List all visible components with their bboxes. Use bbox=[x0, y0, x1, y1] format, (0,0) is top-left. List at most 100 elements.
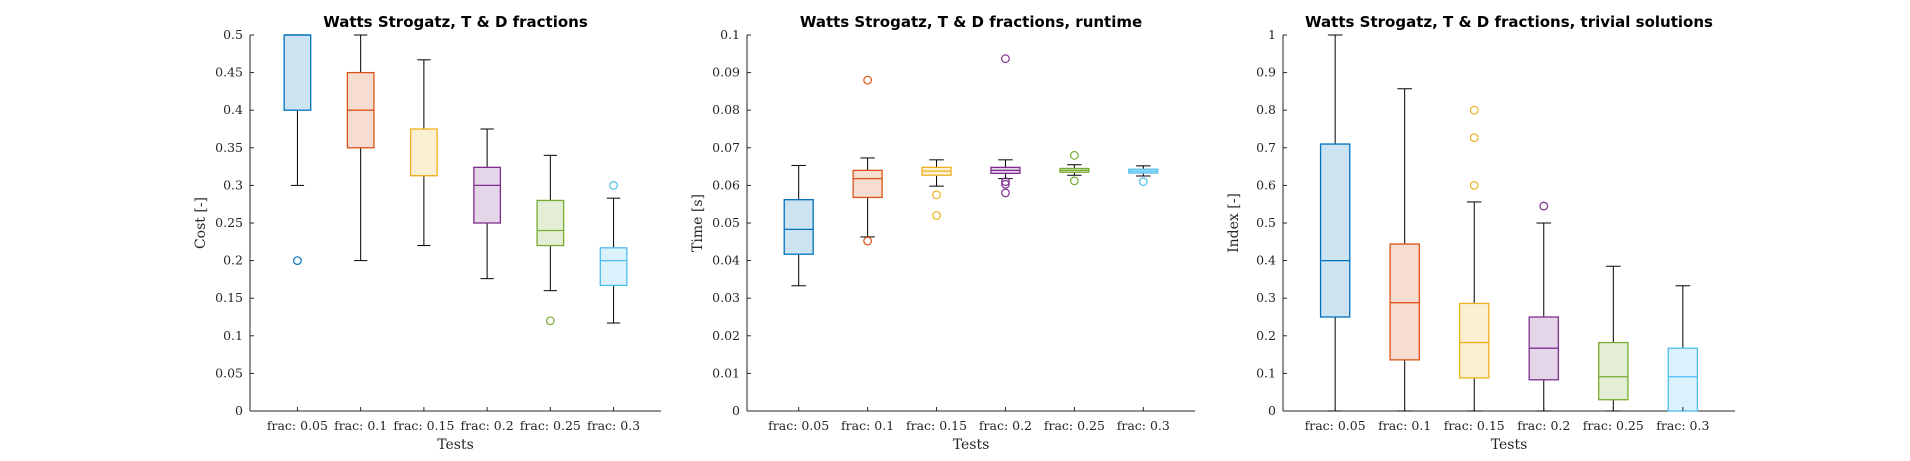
x-axis-label: Tests bbox=[953, 437, 990, 453]
y-tick-label: 0.5 bbox=[223, 27, 243, 42]
y-tick-label: 0.06 bbox=[712, 177, 740, 192]
box-2 bbox=[1458, 105, 1490, 412]
x-tick-label: frac: 0.3 bbox=[587, 418, 640, 433]
y-tick-label: 0.3 bbox=[1256, 290, 1276, 305]
y-tick-label: 0.15 bbox=[215, 290, 243, 305]
outlier-point bbox=[1469, 105, 1479, 115]
box-4 bbox=[536, 154, 565, 326]
box-0 bbox=[1319, 34, 1351, 412]
y-tick-label: 0.02 bbox=[712, 328, 740, 343]
outlier-point bbox=[1469, 133, 1479, 143]
outlier-point bbox=[1001, 188, 1010, 198]
iqr-box bbox=[283, 34, 312, 111]
y-tick-label: 0.25 bbox=[215, 215, 243, 230]
y-tick-label: 1 bbox=[1268, 27, 1276, 42]
y-tick-label: 0.04 bbox=[712, 253, 740, 268]
x-tick-label: frac: 0.25 bbox=[1044, 418, 1105, 433]
iqr-box bbox=[1458, 302, 1490, 379]
x-axis-label: Tests bbox=[1491, 437, 1528, 453]
x-axis-label: Tests bbox=[437, 437, 474, 453]
outlier-point bbox=[932, 190, 941, 200]
x-tick-label: frac: 0.3 bbox=[1117, 418, 1170, 433]
y-tick-label: 0.4 bbox=[223, 102, 243, 117]
outlier-point bbox=[293, 256, 302, 266]
x-tick-label: frac: 0.1 bbox=[334, 418, 387, 433]
iqr-box bbox=[1598, 341, 1629, 401]
iqr-box bbox=[852, 169, 883, 199]
trivial-solutions-boxplot-panel: 0 0.1 0.2 0.3 0.4 0.5 0.6 0.7 0.8 0.9 1 Watts Strog… bbox=[1226, 13, 1735, 453]
y-tick-label: 0 bbox=[732, 403, 740, 418]
box-5 bbox=[1128, 165, 1159, 187]
y-tick-label: 0.4 bbox=[1256, 253, 1276, 268]
iqr-box bbox=[473, 166, 502, 224]
x-tick-label: frac: 0.05 bbox=[768, 418, 829, 433]
iqr-box bbox=[1667, 347, 1699, 412]
outlier-point bbox=[1138, 177, 1148, 187]
chart-title: Watts Strogatz, T & D fractions, runtime bbox=[800, 13, 1142, 31]
outlier-point bbox=[1001, 54, 1010, 64]
outlier-point bbox=[609, 180, 618, 190]
outlier-point bbox=[1069, 150, 1079, 160]
iqr-box bbox=[1319, 143, 1351, 318]
y-tick-label: 0 bbox=[1268, 403, 1276, 418]
outlier-point bbox=[1539, 201, 1549, 211]
outlier-point bbox=[545, 316, 555, 326]
outlier-point bbox=[1001, 177, 1010, 187]
x-tick-label: frac: 0.05 bbox=[267, 418, 328, 433]
box-5 bbox=[1667, 285, 1699, 412]
x-tick-label: frac: 0.05 bbox=[1305, 418, 1366, 433]
outlier-point bbox=[863, 75, 873, 85]
chart-title: Watts Strogatz, T & D fractions, trivial… bbox=[1305, 13, 1713, 31]
x-tick-label: frac: 0.2 bbox=[461, 418, 514, 433]
x-tick-label: frac: 0.1 bbox=[1378, 418, 1431, 433]
y-tick-label: 0.5 bbox=[1256, 215, 1276, 230]
y-tick-label: 0.6 bbox=[1256, 177, 1276, 192]
x-tick-label: frac: 0.2 bbox=[1517, 418, 1570, 433]
y-tick-label: 0.08 bbox=[712, 102, 740, 117]
y-tick-label: 0.1 bbox=[720, 27, 740, 42]
box-1 bbox=[852, 75, 883, 246]
outlier-point bbox=[1469, 180, 1479, 190]
box-4 bbox=[1598, 265, 1629, 412]
iqr-box bbox=[783, 199, 814, 255]
x-tick-label: frac: 0.25 bbox=[1583, 418, 1644, 433]
y-tick-label: 0.1 bbox=[1256, 365, 1276, 380]
y-tick-label: 0.09 bbox=[712, 65, 740, 80]
x-tick-label: frac: 0.15 bbox=[393, 418, 454, 433]
y-tick-label: 0.01 bbox=[712, 365, 740, 380]
box-4 bbox=[1059, 150, 1090, 186]
y-tick-label: 0.05 bbox=[215, 365, 243, 380]
y-tick-label: 0.3 bbox=[223, 177, 243, 192]
box-1 bbox=[346, 34, 375, 262]
y-tick-label: 0.35 bbox=[215, 140, 243, 155]
y-tick-label: 0.07 bbox=[712, 140, 740, 155]
x-tick-label: frac: 0.2 bbox=[979, 418, 1032, 433]
y-tick-label: 0.1 bbox=[223, 328, 243, 343]
outlier-point bbox=[1001, 179, 1010, 189]
box-0 bbox=[283, 34, 312, 266]
iqr-box bbox=[1389, 243, 1420, 361]
y-tick-label: 0.2 bbox=[1256, 328, 1276, 343]
x-tick-label: frac: 0.1 bbox=[841, 418, 894, 433]
box-3 bbox=[473, 128, 502, 280]
y-axis-label: Cost [-] bbox=[193, 197, 209, 249]
y-tick-label: 0.7 bbox=[1256, 140, 1276, 155]
outlier-point bbox=[932, 211, 941, 220]
box-3 bbox=[990, 54, 1021, 198]
box-5 bbox=[599, 180, 628, 324]
cost-boxplot-panel: 0 0.05 0.1 0.15 0.2 0.25 0.3 0.35 0.4 0.45 0.5 Watt… bbox=[193, 13, 661, 453]
chart-title: Watts Strogatz, T & D fractions bbox=[323, 13, 588, 31]
y-tick-label: 0.05 bbox=[712, 215, 740, 230]
box-2 bbox=[409, 59, 438, 247]
y-axis-label: Time [s] bbox=[690, 194, 706, 252]
box-2 bbox=[921, 159, 952, 220]
y-tick-label: 0.45 bbox=[215, 65, 243, 80]
y-tick-label: 0.8 bbox=[1256, 102, 1276, 117]
y-tick-label: 0.2 bbox=[223, 253, 243, 268]
iqr-box bbox=[409, 128, 438, 177]
box-3 bbox=[1528, 201, 1560, 412]
x-tick-label: frac: 0.25 bbox=[520, 418, 581, 433]
outlier-point bbox=[1069, 176, 1079, 186]
outlier-point bbox=[863, 236, 873, 246]
